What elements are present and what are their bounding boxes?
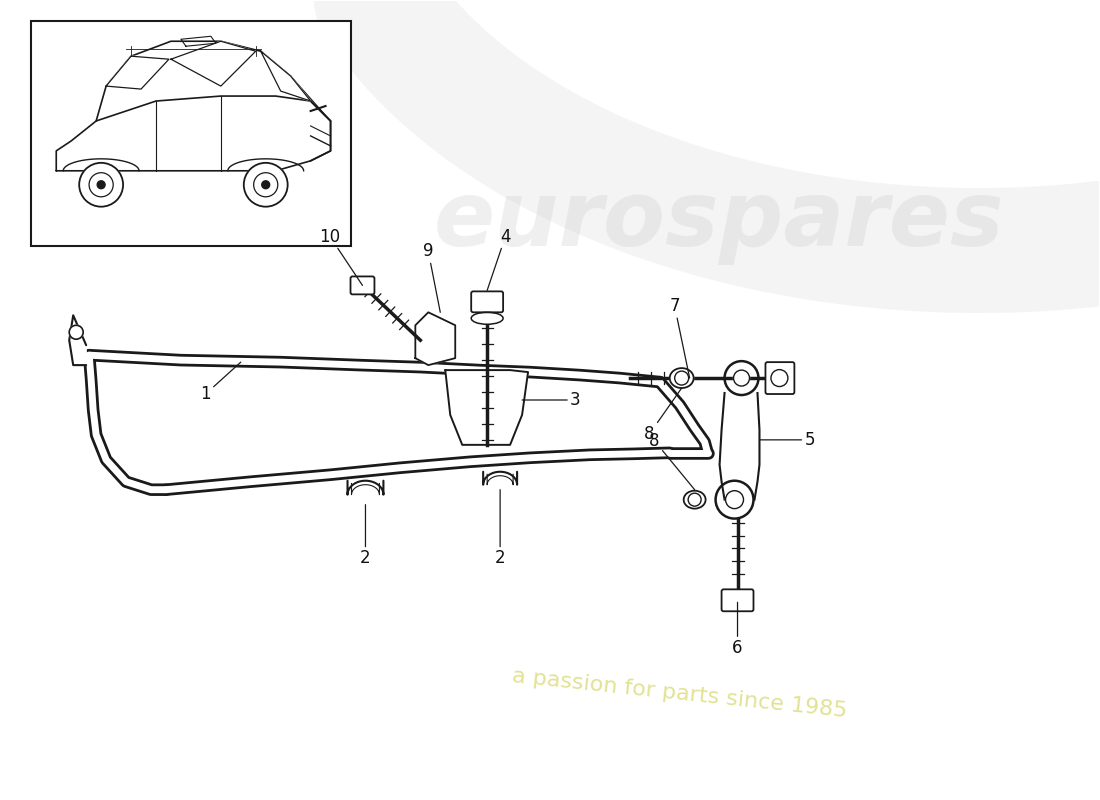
Polygon shape	[446, 370, 528, 445]
Text: 1: 1	[200, 362, 241, 403]
Circle shape	[674, 371, 689, 385]
Circle shape	[734, 370, 749, 386]
Text: 4: 4	[487, 227, 510, 290]
Text: 7: 7	[670, 298, 690, 378]
FancyBboxPatch shape	[722, 590, 754, 611]
Circle shape	[771, 370, 788, 386]
Text: 10: 10	[319, 227, 363, 286]
Circle shape	[244, 163, 288, 206]
Ellipse shape	[684, 490, 705, 509]
FancyBboxPatch shape	[31, 22, 351, 246]
Circle shape	[726, 490, 744, 509]
Polygon shape	[719, 393, 759, 500]
Text: 6: 6	[733, 602, 742, 657]
FancyBboxPatch shape	[471, 291, 503, 312]
Polygon shape	[416, 312, 455, 365]
Text: 8: 8	[649, 432, 694, 490]
Polygon shape	[106, 56, 169, 89]
Polygon shape	[170, 42, 255, 86]
Polygon shape	[348, 481, 384, 494]
Circle shape	[97, 181, 106, 189]
Text: 3: 3	[522, 391, 581, 409]
Text: 2: 2	[495, 490, 505, 567]
Circle shape	[716, 481, 754, 518]
Ellipse shape	[670, 368, 694, 388]
Text: 8: 8	[645, 388, 682, 443]
Circle shape	[79, 163, 123, 206]
Circle shape	[69, 326, 84, 339]
Text: 2: 2	[360, 505, 371, 567]
FancyBboxPatch shape	[766, 362, 794, 394]
Text: eurospares: eurospares	[434, 177, 1005, 265]
Polygon shape	[261, 51, 310, 101]
Circle shape	[689, 493, 701, 506]
Text: a passion for parts since 1985: a passion for parts since 1985	[512, 666, 848, 722]
Circle shape	[725, 361, 759, 395]
FancyBboxPatch shape	[351, 277, 374, 294]
Text: 5: 5	[759, 431, 815, 449]
Ellipse shape	[471, 312, 503, 324]
Text: 9: 9	[424, 242, 440, 312]
Polygon shape	[483, 472, 517, 485]
Polygon shape	[69, 315, 86, 365]
Circle shape	[262, 181, 270, 189]
